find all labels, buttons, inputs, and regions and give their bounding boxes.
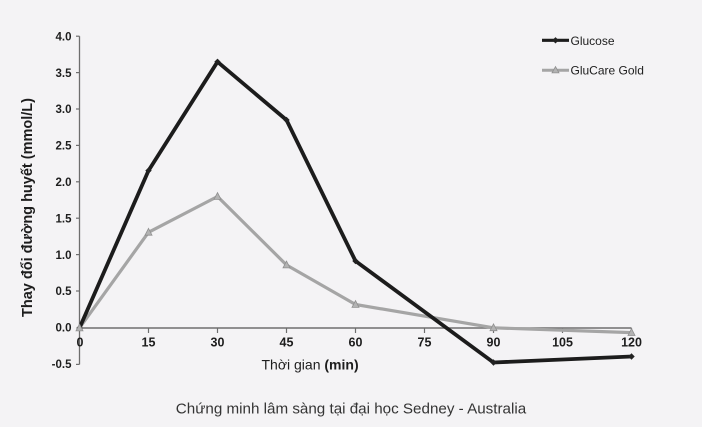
svg-text:2.5: 2.5 xyxy=(56,141,73,153)
svg-text:0.0: 0.0 xyxy=(56,323,72,335)
svg-text:0.5: 0.5 xyxy=(56,286,73,298)
svg-text:Thời gian (min): Thời gian (min) xyxy=(262,357,359,373)
svg-text:Glucose: Glucose xyxy=(571,34,615,48)
svg-text:-0.5: -0.5 xyxy=(52,359,72,371)
svg-text:60: 60 xyxy=(349,336,363,350)
svg-text:15: 15 xyxy=(142,336,156,350)
svg-text:45: 45 xyxy=(280,336,294,350)
svg-text:4.0: 4.0 xyxy=(56,31,72,43)
svg-text:30: 30 xyxy=(211,336,225,350)
svg-text:90: 90 xyxy=(487,336,501,350)
svg-text:3.5: 3.5 xyxy=(56,68,73,80)
svg-text:2.0: 2.0 xyxy=(56,177,72,189)
svg-text:120: 120 xyxy=(621,336,642,350)
svg-text:Chứng minh lâm sàng tại đại họ: Chứng minh lâm sàng tại đại học Sedney -… xyxy=(176,401,527,418)
svg-text:3.0: 3.0 xyxy=(56,104,72,116)
svg-text:GluCare Gold: GluCare Gold xyxy=(571,64,644,78)
svg-text:75: 75 xyxy=(418,336,432,350)
svg-text:1.0: 1.0 xyxy=(56,250,72,262)
svg-text:Thay đổi đường huyết (mmol/L): Thay đổi đường huyết (mmol/L) xyxy=(20,98,36,317)
svg-text:105: 105 xyxy=(552,336,573,350)
svg-text:0: 0 xyxy=(77,336,84,350)
svg-text:1.5: 1.5 xyxy=(56,213,73,225)
